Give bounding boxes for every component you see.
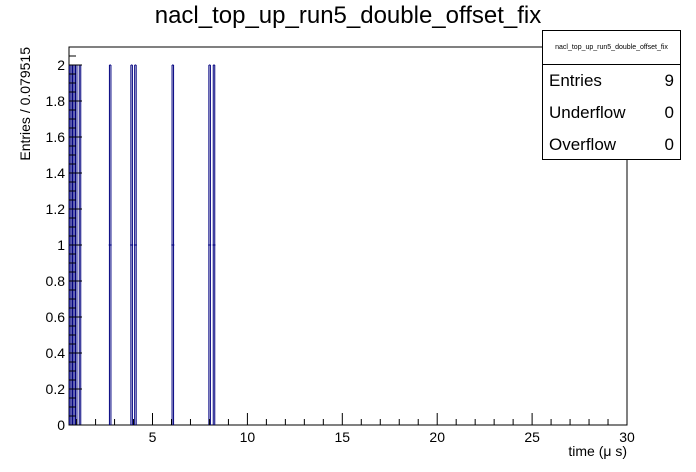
stats-value-entries: 9 xyxy=(664,71,674,90)
stats-row-entries: Entries 9 xyxy=(543,65,680,97)
histogram-bin xyxy=(212,64,216,425)
y-axis-title: Entries / 0.079515 xyxy=(17,47,33,161)
y-tick-label: 0.4 xyxy=(46,345,66,361)
y-tick-label: 0 xyxy=(57,417,65,433)
y-tick-label: 1.4 xyxy=(46,165,66,181)
stats-value-underflow: 0 xyxy=(664,103,674,122)
histogram-bin xyxy=(171,64,175,425)
stats-label-entries: Entries xyxy=(549,71,602,90)
y-tick-label: 1.2 xyxy=(46,201,66,217)
stats-label-overflow: Overflow xyxy=(549,135,617,154)
y-tick-label: 0.2 xyxy=(46,381,66,397)
x-tick-label: 15 xyxy=(335,429,351,445)
y-tick-label: 0.6 xyxy=(46,309,66,325)
x-tick-label: 20 xyxy=(429,429,445,445)
x-tick-label: 30 xyxy=(619,429,635,445)
stats-row-underflow: Underflow 0 xyxy=(543,97,680,129)
stats-value-overflow: 0 xyxy=(664,135,674,154)
y-tick-label: 2 xyxy=(57,57,65,73)
stats-box: nacl_top_up_run5_double_offset_fix Entri… xyxy=(542,30,681,160)
chart-title: nacl_top_up_run5_double_offset_fix xyxy=(154,2,542,29)
y-tick-label: 0.8 xyxy=(46,273,66,289)
stats-label-underflow: Underflow xyxy=(549,103,626,122)
y-tick-label: 1 xyxy=(57,237,65,253)
y-tick-label: 1.8 xyxy=(46,93,66,109)
histogram-bin xyxy=(208,64,212,425)
stats-row-overflow: Overflow 0 xyxy=(543,129,680,161)
histogram-bin xyxy=(133,64,137,425)
histogram-bin xyxy=(130,64,134,425)
x-axis-title: time (μ s) xyxy=(568,443,627,459)
x-tick-label: 10 xyxy=(240,429,256,445)
x-tick-label: 25 xyxy=(524,429,540,445)
stats-title: nacl_top_up_run5_double_offset_fix xyxy=(543,31,680,65)
x-tick-label: 5 xyxy=(149,429,157,445)
y-tick-label: 1.6 xyxy=(46,129,66,145)
histogram-bin xyxy=(108,64,112,425)
